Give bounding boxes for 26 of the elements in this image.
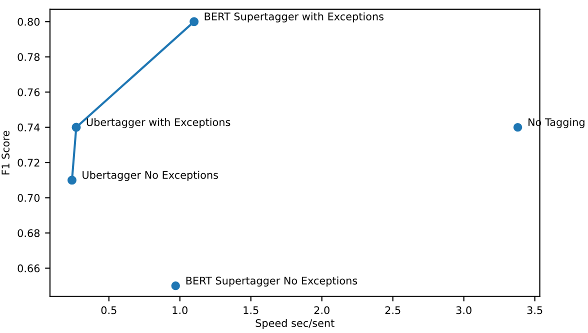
point <box>513 122 522 132</box>
annotation: BERT Supertagger with Exceptions <box>204 12 384 22</box>
y-tick-label: 0.70 <box>18 194 40 202</box>
x-tick-label: 2.0 <box>314 306 330 314</box>
x-axis-title: Speed sec/sent <box>256 318 334 330</box>
y-tick-label: 0.80 <box>18 18 40 26</box>
x-tick-label: 3.0 <box>456 306 472 314</box>
y-axis-title: F1 Score <box>2 130 10 174</box>
x-tick-label: 1.5 <box>244 306 258 314</box>
y-tick-label: 0.74 <box>18 124 40 132</box>
point <box>190 17 199 26</box>
annotation: Ubertagger No Exceptions <box>82 170 218 181</box>
x-tick-label: 1.0 <box>172 306 188 314</box>
y-tick-label: 0.72 <box>18 158 40 167</box>
point <box>171 281 180 290</box>
annotation: Ubertagger with Exceptions <box>86 118 230 128</box>
y-tick-label: 0.68 <box>18 229 40 238</box>
y-tick-label: 0.76 <box>18 88 40 96</box>
x-tick-label: 2.5 <box>385 306 400 314</box>
y-tick-label: 0.66 <box>18 264 40 272</box>
point <box>67 176 76 185</box>
y-tick-label: 0.78 <box>18 53 40 61</box>
x-tick-label: 3.5 <box>527 306 542 314</box>
point <box>72 122 81 132</box>
x-tick-label: 0.5 <box>101 306 116 314</box>
annotation: BERT Supertagger No Exceptions <box>186 276 358 287</box>
